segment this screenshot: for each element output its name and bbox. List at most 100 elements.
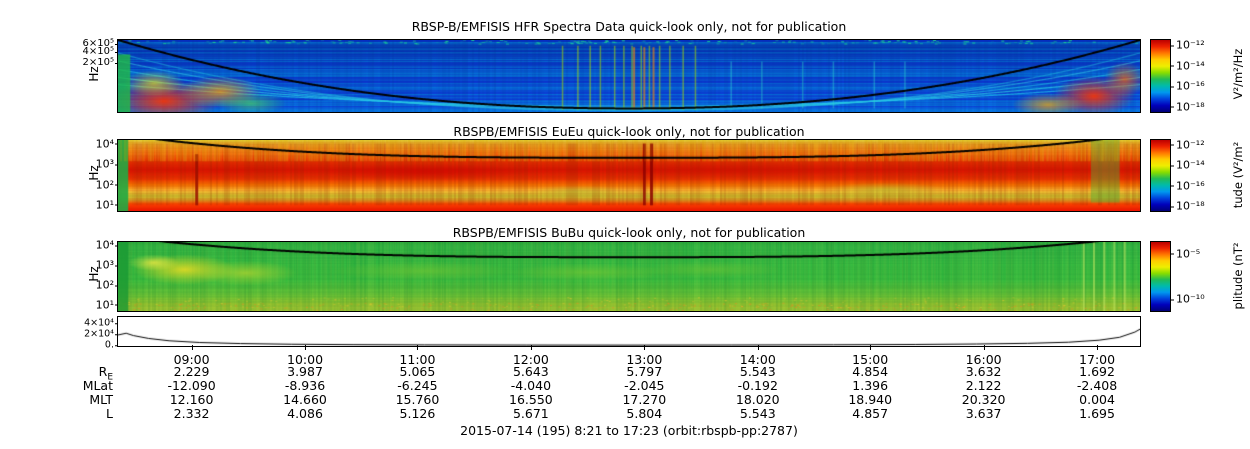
ephemeris-value: 14.660 (283, 392, 327, 407)
tick-label: 10⁻¹⁶ (1170, 79, 1205, 93)
tick-label: 10⁴ (95, 137, 120, 151)
ephemeris-value: 4.086 (287, 406, 323, 421)
ephemeris-value: 12.160 (169, 392, 214, 407)
ephemeris-value: 16.550 (509, 392, 553, 407)
tick-label: 15:00 (852, 345, 889, 367)
panel2-colorbar-ticks: 10⁻¹² 10⁻¹⁴ 10⁻¹⁶ 10⁻¹⁸ (1170, 138, 1246, 213)
bubu-spectrogram (117, 241, 1141, 312)
panel1-y-ticks: 6×10⁵ 4×10⁵ 2×10⁵ (0, 39, 120, 112)
panel2-colorbar (1150, 139, 1171, 212)
ephemeris-value: 2.332 (173, 406, 210, 421)
ephemeris-value: 5.126 (399, 406, 436, 421)
tick-label: 14:00 (739, 345, 776, 367)
eueu-spectrogram (117, 139, 1141, 212)
ephemeris-row-label-mlt: MLT (0, 393, 113, 407)
ephemeris-value: 3.632 (965, 364, 1002, 379)
ephemeris-value: 4.854 (852, 364, 889, 379)
hfr-spectrogram (117, 39, 1141, 113)
ephemeris-value: 1.396 (852, 378, 889, 393)
time-axis-ticks: 09:00 10:00 11:00 12:00 13:00 14:00 15:00 16:00… (118, 345, 1140, 367)
re-label-main: R (98, 364, 108, 379)
ephemeris-value: 4.857 (852, 406, 889, 421)
ephemeris-row-mlt: 12.160 14.660 15.760 16.550 17.270 18.020 18.9… (118, 393, 1140, 407)
ephemeris-row-label-mlat: MLat (0, 379, 113, 393)
ephemeris-value: -6.245 (397, 378, 438, 393)
l-label: L (106, 406, 113, 421)
panel3-colorbar-ticks: 10⁻⁵ 10⁻¹⁰ (1169, 242, 1246, 311)
ephemeris-value: -2.045 (624, 378, 665, 393)
panel2-colorbar-unit: tude (V²/m² (1231, 141, 1245, 209)
ephemeris-value: 5.643 (512, 364, 549, 379)
tick-label: 10³ (95, 258, 120, 272)
ephemeris-value: 3.987 (287, 364, 323, 379)
panel2-y-ticks: 10⁴ 10³ 10² 10¹ (0, 137, 120, 212)
ephemeris-value: 2.122 (965, 378, 1002, 393)
tick-label: 2×10⁵ (82, 57, 120, 69)
panel1-title: RBSP-B/EMFISIS HFR Spectra Data quick-lo… (411, 19, 847, 34)
ephemeris-value: -4.040 (510, 378, 552, 393)
tick-label: 13:00 (626, 345, 663, 367)
ephemeris-row-label-l: L (0, 407, 113, 421)
ephemeris-value: 5.065 (399, 364, 436, 379)
panel3-colorbar-unit: plitude (nT² (1231, 242, 1245, 310)
ephemeris-value: 20.320 (961, 392, 1006, 407)
tick-label: 11:00 (399, 345, 436, 367)
re-label-sub: E (107, 372, 113, 383)
tick-label: 10⁻¹² (1170, 38, 1205, 52)
panel4-y-ticks: 4×10⁴ 2×10⁴ 0. (0, 317, 120, 349)
ephemeris-value: 0.004 (1079, 392, 1115, 407)
panel3-colorbar (1150, 241, 1171, 312)
tick-label: 16:00 (965, 345, 1002, 367)
ephemeris-value: 1.695 (1079, 406, 1115, 421)
tick-label: 10⁴ (95, 238, 120, 252)
tick-label: 10⁻¹⁶ (1170, 179, 1205, 193)
ephemeris-value: 17.270 (622, 392, 667, 407)
ephemeris-value: 5.543 (739, 406, 776, 421)
ephemeris-value: 3.637 (965, 406, 1002, 421)
tick-label: 10⁻¹² (1170, 138, 1205, 152)
tick-label: 4×10⁴ (84, 317, 119, 329)
time-range-caption: 2015-07-14 (195) 8:21 to 17:23 (orbit:rb… (460, 423, 798, 438)
ephemeris-row-l: 2.332 4.086 5.126 5.671 5.804 5.543 4.857 3.637… (118, 407, 1140, 421)
frequency-line-plot (117, 316, 1141, 347)
mlt-label: MLT (89, 392, 113, 407)
tick-label: 10² (95, 178, 120, 192)
tick-label: 10⁻¹⁴ (1170, 158, 1205, 172)
ephemeris-value: 5.804 (626, 406, 663, 421)
ephemeris-value: -0.192 (737, 378, 778, 393)
panel1-colorbar (1150, 39, 1171, 113)
tick-label: 10¹ (95, 298, 120, 312)
ephemeris-value: 18.940 (848, 392, 893, 407)
panel3-y-ticks: 10⁴ 10³ 10² 10¹ (0, 238, 120, 312)
tick-label: 12:00 (512, 345, 549, 367)
panel3-title: RBSPB/EMFISIS BuBu quick-look only, not … (452, 225, 806, 240)
panel2-title: RBSPB/EMFISIS EuEu quick-look only, not … (453, 124, 805, 139)
tick-label: 10³ (95, 157, 120, 171)
tick-label: 10:00 (287, 345, 324, 367)
ephemeris-value: -2.408 (1076, 378, 1118, 393)
ephemeris-value: 15.760 (395, 392, 440, 407)
tick-label: 10⁻¹⁸ (1170, 199, 1205, 213)
tick-label: 4×10⁵ (82, 45, 120, 57)
tick-label: 10⁻¹⁰ (1170, 292, 1205, 306)
ephemeris-value: 5.797 (626, 364, 663, 379)
tick-label: 10² (95, 278, 120, 292)
tick-label: 2×10⁴ (84, 328, 119, 340)
ephemeris-value: 18.020 (735, 392, 780, 407)
ephemeris-row-mlat: -12.090 -8.936 -6.245 -4.040 -2.045 -0.192 1.3… (118, 379, 1140, 393)
tick-label: 10⁻⁵ (1169, 247, 1201, 261)
ephemeris-value: 5.543 (739, 364, 776, 379)
tick-label: 0. (104, 339, 120, 351)
mlat-label: MLat (82, 378, 113, 393)
tick-label: 09:00 (173, 345, 210, 367)
tick-label: 10⁻¹⁴ (1170, 59, 1205, 73)
tick-label: 17:00 (1079, 345, 1116, 367)
ephemeris-value: -8.936 (284, 378, 326, 393)
ephemeris-value: 1.692 (1079, 364, 1115, 379)
tick-label: 10⁻¹⁸ (1170, 100, 1205, 114)
ephemeris-value: 5.671 (512, 406, 549, 421)
tick-label: 10¹ (95, 198, 120, 212)
ephemeris-value: -12.090 (167, 378, 216, 393)
ephemeris-value: 2.229 (173, 364, 210, 379)
